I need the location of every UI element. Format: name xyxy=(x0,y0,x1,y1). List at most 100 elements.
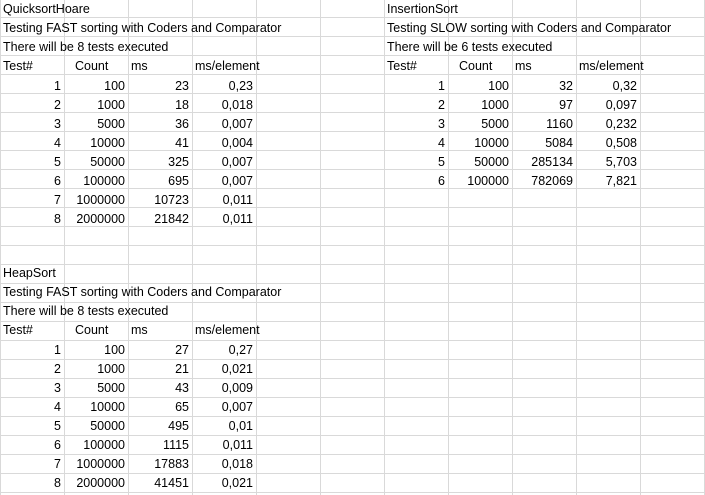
ms-per-element-cell[interactable]: 0,007 xyxy=(221,116,253,131)
tests-count-line[interactable]: There will be 8 tests executed xyxy=(3,40,169,54)
header-count[interactable]: Count xyxy=(459,59,493,73)
test-number-cell[interactable]: 1 xyxy=(54,342,61,357)
test-number-cell[interactable]: 2 xyxy=(438,97,445,112)
count-cell[interactable]: 100 xyxy=(104,342,125,357)
test-number-cell[interactable]: 6 xyxy=(438,173,445,188)
count-cell[interactable]: 10000 xyxy=(474,135,509,150)
ms-per-element-cell[interactable]: 0,27 xyxy=(228,342,253,357)
ms-cell[interactable]: 97 xyxy=(559,97,573,112)
count-cell[interactable]: 10000 xyxy=(90,399,125,414)
test-number-cell[interactable]: 3 xyxy=(54,116,61,131)
ms-cell[interactable]: 21842 xyxy=(154,211,189,226)
ms-cell[interactable]: 21 xyxy=(175,361,189,376)
ms-per-element-cell[interactable]: 0,007 xyxy=(221,173,253,188)
ms-cell[interactable]: 325 xyxy=(168,154,189,169)
block-description[interactable]: Testing SLOW sorting with Coders and Com… xyxy=(387,21,672,35)
count-cell[interactable]: 5000 xyxy=(481,116,509,131)
ms-cell[interactable]: 695 xyxy=(168,173,189,188)
header-ms[interactable]: ms xyxy=(131,323,148,337)
ms-per-element-cell[interactable]: 7,821 xyxy=(605,173,637,188)
block-title[interactable]: HeapSort xyxy=(3,266,56,280)
header-test-number[interactable]: Test# xyxy=(3,59,33,73)
ms-per-element-cell[interactable]: 0,097 xyxy=(605,97,637,112)
ms-per-element-cell[interactable]: 0,018 xyxy=(221,456,253,471)
ms-cell[interactable]: 1160 xyxy=(546,116,573,131)
ms-cell[interactable]: 23 xyxy=(175,78,189,93)
ms-per-element-cell[interactable]: 0,021 xyxy=(221,475,253,490)
ms-per-element-cell[interactable]: 0,32 xyxy=(612,78,637,93)
ms-per-element-cell[interactable]: 0,009 xyxy=(221,380,253,395)
ms-cell[interactable]: 10723 xyxy=(154,192,189,207)
test-number-cell[interactable]: 7 xyxy=(54,192,61,207)
ms-cell[interactable]: 27 xyxy=(175,342,189,357)
ms-cell[interactable]: 41451 xyxy=(154,475,189,490)
ms-per-element-cell[interactable]: 0,011 xyxy=(222,211,253,226)
test-number-cell[interactable]: 3 xyxy=(54,380,61,395)
ms-per-element-cell[interactable]: 0,01 xyxy=(228,418,253,433)
test-number-cell[interactable]: 1 xyxy=(438,78,445,93)
count-cell[interactable]: 5000 xyxy=(97,380,125,395)
count-cell[interactable]: 1000 xyxy=(97,361,125,376)
ms-per-element-cell[interactable]: 0,23 xyxy=(228,78,253,93)
ms-cell[interactable]: 495 xyxy=(168,418,189,433)
ms-per-element-cell[interactable]: 0,011 xyxy=(222,437,253,452)
ms-cell[interactable]: 43 xyxy=(175,380,189,395)
ms-cell[interactable]: 41 xyxy=(175,135,189,150)
test-number-cell[interactable]: 6 xyxy=(54,437,61,452)
count-cell[interactable]: 100000 xyxy=(467,173,509,188)
test-number-cell[interactable]: 3 xyxy=(438,116,445,131)
ms-cell[interactable]: 36 xyxy=(175,116,189,131)
count-cell[interactable]: 50000 xyxy=(474,154,509,169)
test-number-cell[interactable]: 8 xyxy=(54,211,61,226)
count-cell[interactable]: 100000 xyxy=(83,437,125,452)
ms-cell[interactable]: 782069 xyxy=(531,173,573,188)
ms-per-element-cell[interactable]: 0,508 xyxy=(605,135,637,150)
test-number-cell[interactable]: 5 xyxy=(54,418,61,433)
test-number-cell[interactable]: 7 xyxy=(54,456,61,471)
ms-per-element-cell[interactable]: 0,004 xyxy=(221,135,253,150)
ms-per-element-cell[interactable]: 0,018 xyxy=(221,97,253,112)
header-ms-per-element[interactable]: ms/element xyxy=(195,59,260,73)
tests-count-line[interactable]: There will be 6 tests executed xyxy=(387,40,553,54)
header-count[interactable]: Count xyxy=(75,323,109,337)
count-cell[interactable]: 100 xyxy=(488,78,509,93)
count-cell[interactable]: 1000 xyxy=(97,97,125,112)
count-cell[interactable]: 5000 xyxy=(97,116,125,131)
ms-per-element-cell[interactable]: 0,021 xyxy=(221,361,253,376)
ms-cell[interactable]: 285134 xyxy=(531,154,573,169)
block-description[interactable]: Testing FAST sorting with Coders and Com… xyxy=(3,21,282,35)
ms-cell[interactable]: 65 xyxy=(175,399,189,414)
count-cell[interactable]: 2000000 xyxy=(76,475,125,490)
test-number-cell[interactable]: 8 xyxy=(54,475,61,490)
test-number-cell[interactable]: 1 xyxy=(54,78,61,93)
test-number-cell[interactable]: 4 xyxy=(54,135,61,150)
test-number-cell[interactable]: 5 xyxy=(54,154,61,169)
ms-cell[interactable]: 32 xyxy=(559,78,573,93)
header-ms-per-element[interactable]: ms/element xyxy=(579,59,644,73)
count-cell[interactable]: 2000000 xyxy=(76,211,125,226)
ms-per-element-cell[interactable]: 0,011 xyxy=(222,192,253,207)
test-number-cell[interactable]: 6 xyxy=(54,173,61,188)
test-number-cell[interactable]: 4 xyxy=(438,135,445,150)
ms-cell[interactable]: 18 xyxy=(175,97,189,112)
block-description[interactable]: Testing FAST sorting with Coders and Com… xyxy=(3,285,282,299)
test-number-cell[interactable]: 5 xyxy=(438,154,445,169)
ms-cell[interactable]: 5084 xyxy=(545,135,573,150)
count-cell[interactable]: 100000 xyxy=(83,173,125,188)
header-test-number[interactable]: Test# xyxy=(387,59,417,73)
test-number-cell[interactable]: 2 xyxy=(54,361,61,376)
ms-per-element-cell[interactable]: 0,007 xyxy=(221,399,253,414)
count-cell[interactable]: 10000 xyxy=(90,135,125,150)
count-cell[interactable]: 1000 xyxy=(481,97,509,112)
block-title[interactable]: QuicksortHoare xyxy=(3,2,90,16)
header-ms[interactable]: ms xyxy=(515,59,532,73)
header-ms[interactable]: ms xyxy=(131,59,148,73)
ms-per-element-cell[interactable]: 0,232 xyxy=(605,116,637,131)
header-ms-per-element[interactable]: ms/element xyxy=(195,323,260,337)
count-cell[interactable]: 1000000 xyxy=(76,456,125,471)
ms-per-element-cell[interactable]: 0,007 xyxy=(221,154,253,169)
ms-per-element-cell[interactable]: 5,703 xyxy=(605,154,637,169)
test-number-cell[interactable]: 4 xyxy=(54,399,61,414)
count-cell[interactable]: 1000000 xyxy=(76,192,125,207)
test-number-cell[interactable]: 2 xyxy=(54,97,61,112)
